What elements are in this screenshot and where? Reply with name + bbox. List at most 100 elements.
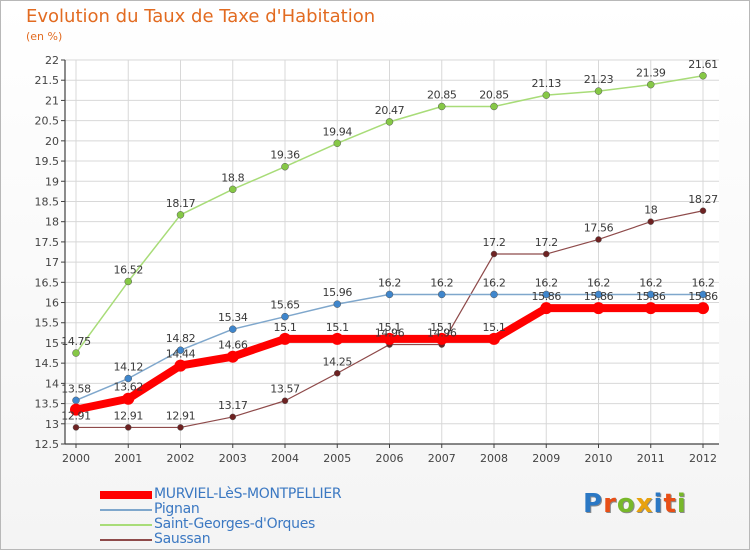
legend-label: Pignan bbox=[154, 501, 200, 517]
data-point bbox=[124, 374, 132, 383]
data-point bbox=[72, 396, 80, 405]
data-label: 18 bbox=[644, 204, 658, 217]
y-tick-label: 12.5 bbox=[35, 438, 60, 451]
data-point bbox=[438, 290, 446, 299]
x-tick-label: 2006 bbox=[376, 452, 404, 465]
data-point bbox=[697, 302, 709, 315]
data-label: 15.86 bbox=[584, 290, 614, 303]
y-tick-label: 14.5 bbox=[35, 357, 60, 370]
data-label: 12.91 bbox=[114, 409, 144, 422]
chart-title: Evolution du Taux de Taxe d'Habitation bbox=[26, 6, 376, 27]
x-tick-label: 2003 bbox=[219, 452, 247, 465]
y-tick-label: 16.5 bbox=[35, 276, 60, 289]
y-tick-label: 15 bbox=[45, 337, 59, 350]
data-label: 13.58 bbox=[61, 382, 91, 395]
data-point bbox=[543, 250, 550, 258]
data-label: 18.27 bbox=[688, 193, 718, 206]
data-point bbox=[699, 207, 707, 215]
data-point bbox=[542, 290, 550, 299]
data-point bbox=[595, 236, 602, 243]
y-tick-label: 13.5 bbox=[35, 398, 60, 411]
y-tick-label: 20 bbox=[45, 135, 59, 148]
x-tick-label: 2001 bbox=[114, 452, 142, 465]
data-label: 15.1 bbox=[378, 321, 401, 334]
data-label: 13.62 bbox=[114, 381, 144, 394]
y-tick-label: 21 bbox=[45, 94, 59, 107]
data-point bbox=[490, 250, 498, 258]
data-label: 16.2 bbox=[378, 276, 401, 289]
data-label: 14.66 bbox=[218, 339, 248, 352]
data-point bbox=[281, 162, 289, 171]
data-label: 21.23 bbox=[584, 73, 614, 86]
data-label: 16.2 bbox=[430, 276, 453, 289]
data-label: 15.1 bbox=[430, 321, 453, 334]
data-point bbox=[279, 332, 291, 345]
logo-letter: i bbox=[653, 489, 664, 519]
data-label: 12.91 bbox=[61, 409, 91, 422]
y-tick-label: 18 bbox=[45, 216, 59, 229]
x-tick-label: 2005 bbox=[323, 452, 351, 465]
data-point bbox=[122, 392, 135, 405]
logo-letter: t bbox=[663, 489, 677, 519]
data-point bbox=[594, 87, 603, 95]
data-point bbox=[488, 332, 500, 345]
data-point bbox=[125, 424, 132, 431]
data-label: 14.82 bbox=[166, 332, 196, 345]
y-tick-label: 15.5 bbox=[35, 317, 60, 330]
x-tick-label: 2004 bbox=[271, 452, 299, 465]
y-tick-label: 22 bbox=[45, 54, 59, 67]
data-label: 20.47 bbox=[375, 104, 405, 117]
y-tick-label: 14 bbox=[45, 377, 59, 390]
data-label: 21.39 bbox=[636, 67, 666, 80]
y-tick-label: 16 bbox=[45, 297, 59, 310]
data-point bbox=[333, 139, 341, 148]
data-point bbox=[435, 332, 448, 345]
data-point bbox=[176, 211, 185, 219]
legend-swatch bbox=[100, 491, 152, 499]
proxiti-logo: Proxiti bbox=[583, 489, 687, 519]
data-point bbox=[644, 302, 657, 315]
data-label: 13.57 bbox=[270, 383, 300, 396]
data-point bbox=[647, 218, 654, 225]
data-label: 15.86 bbox=[636, 290, 666, 303]
data-label: 15.96 bbox=[323, 286, 353, 299]
data-point bbox=[592, 302, 605, 315]
y-tick-label: 21.5 bbox=[35, 74, 60, 87]
legend-label: Saint-Georges-d'Orques bbox=[154, 516, 315, 532]
data-label: 20.85 bbox=[427, 88, 457, 101]
data-point bbox=[385, 118, 394, 126]
y-tick-label: 19.5 bbox=[35, 155, 60, 168]
y-tick-label: 19 bbox=[45, 175, 59, 188]
data-label: 13.17 bbox=[218, 399, 248, 412]
data-point bbox=[542, 91, 550, 99]
data-label: 16.2 bbox=[587, 276, 610, 289]
data-label: 15.65 bbox=[270, 299, 300, 312]
data-label: 14.96 bbox=[427, 327, 457, 340]
data-label: 12.91 bbox=[166, 409, 196, 422]
x-tick-label: 2007 bbox=[428, 452, 456, 465]
data-point bbox=[333, 300, 341, 308]
data-point bbox=[438, 102, 446, 111]
y-tick-label: 18.5 bbox=[35, 195, 60, 208]
data-point bbox=[124, 277, 132, 286]
data-point bbox=[72, 349, 80, 357]
data-label: 17.56 bbox=[584, 221, 614, 234]
data-label: 15.34 bbox=[218, 311, 248, 324]
legend-swatch bbox=[100, 509, 152, 511]
data-point bbox=[229, 325, 237, 333]
data-label: 16.2 bbox=[692, 276, 715, 289]
data-point bbox=[229, 185, 237, 194]
logo-letter: i bbox=[676, 489, 687, 519]
data-point bbox=[383, 332, 396, 345]
data-label: 15.86 bbox=[688, 290, 718, 303]
y-tick-label: 13 bbox=[45, 418, 59, 431]
data-point bbox=[70, 403, 82, 416]
data-label: 15.1 bbox=[326, 321, 349, 334]
unit-label: (en %) bbox=[26, 30, 63, 43]
data-label: 14.96 bbox=[375, 327, 405, 340]
legend-label: MURVIEL-LèS-MONTPELLIER bbox=[154, 486, 342, 502]
data-point bbox=[176, 346, 185, 354]
x-tick-label: 2000 bbox=[62, 452, 90, 465]
legend-label: Saussan bbox=[154, 531, 211, 547]
data-point bbox=[177, 424, 184, 431]
